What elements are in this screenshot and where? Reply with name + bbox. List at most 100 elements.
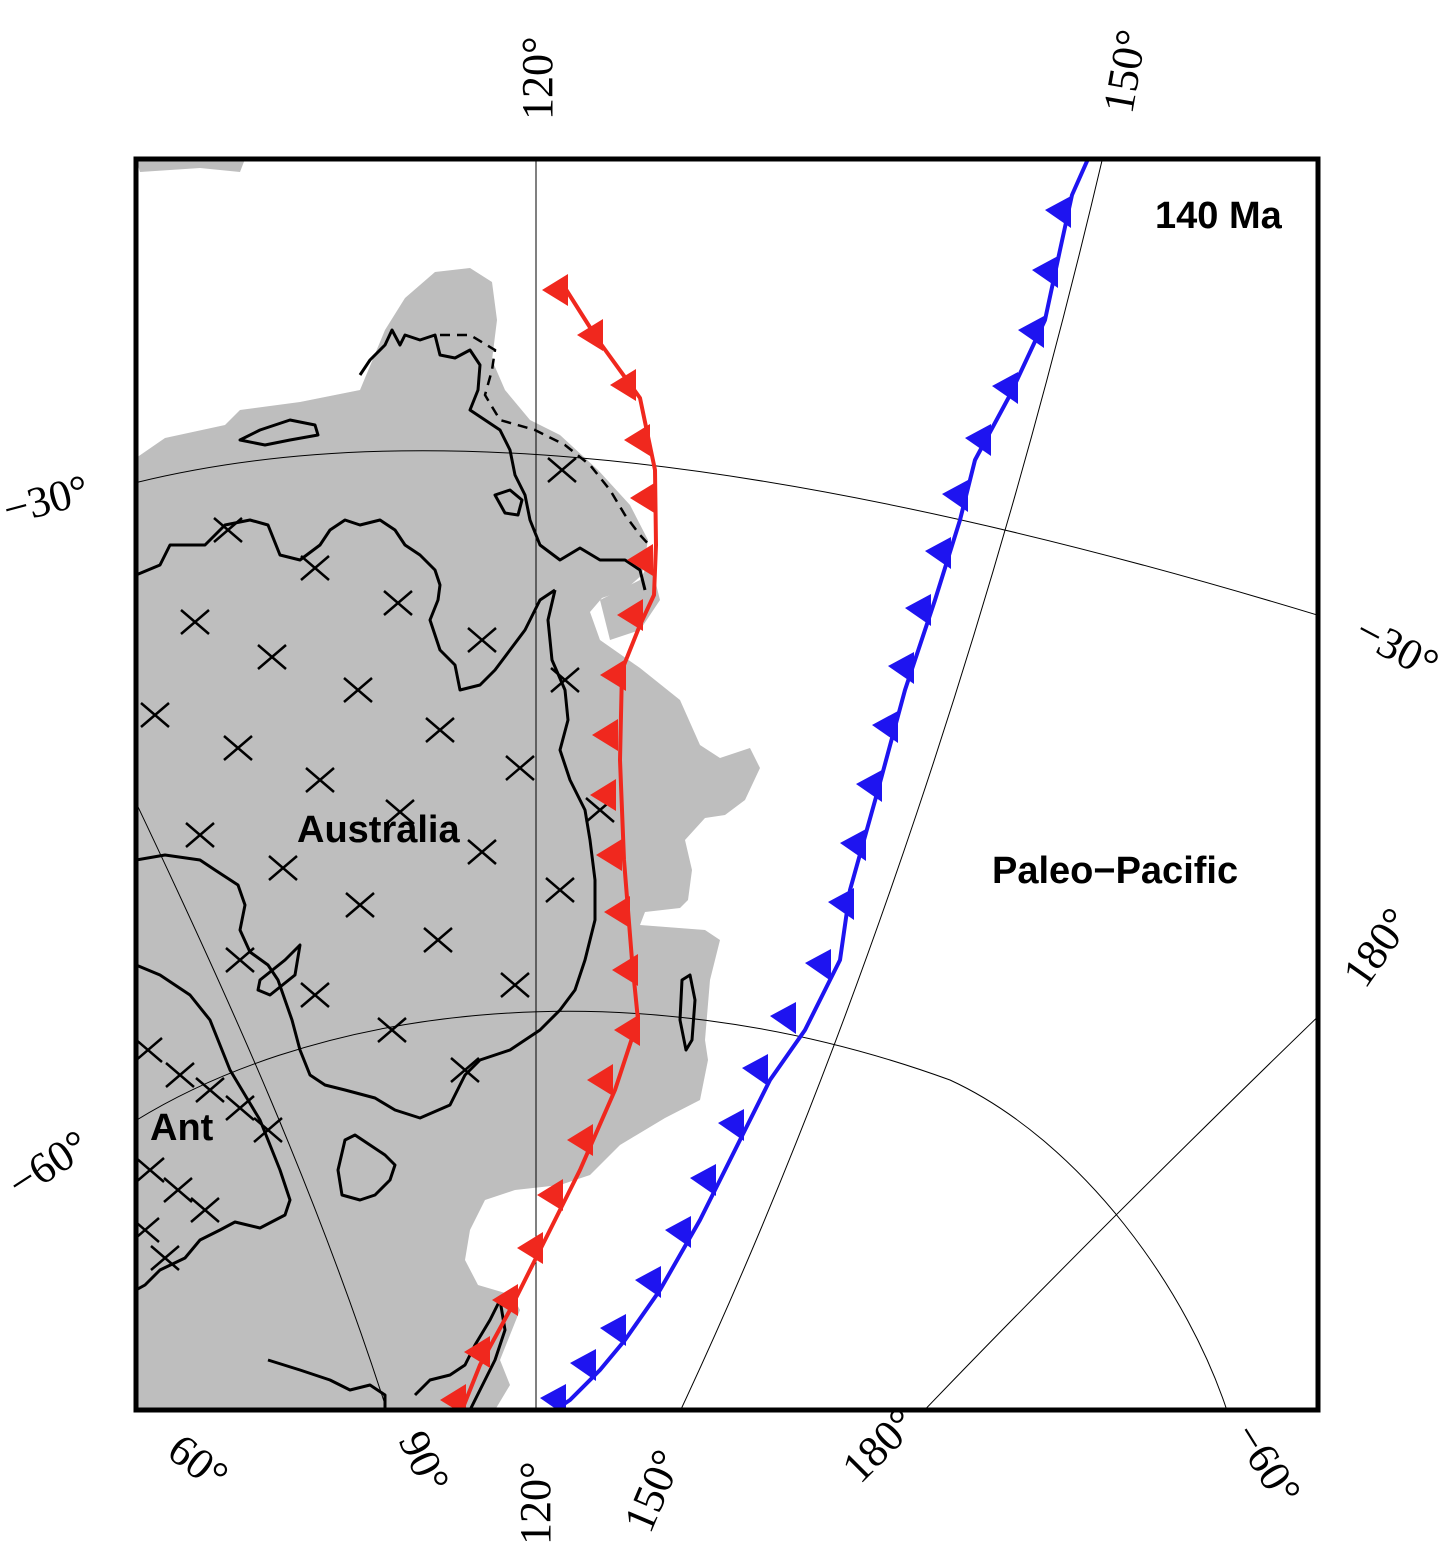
- coastline-australia-north: [136, 518, 556, 692]
- land-main: [136, 268, 760, 1410]
- cross-symbol: [377, 1017, 407, 1043]
- subduction-line-blue: [553, 159, 1090, 1410]
- tick-top-120: 120°: [513, 36, 562, 120]
- meridian-90: [136, 801, 388, 1410]
- subduction-tooth: [942, 480, 968, 512]
- cross-symbol: [225, 1095, 255, 1121]
- tick-bottom-90: 90°: [389, 1424, 459, 1501]
- cross-symbol: [225, 947, 255, 973]
- cross-symbol: [190, 1197, 220, 1223]
- coastline-north-island: [238, 418, 320, 447]
- subduction-tooth: [600, 1314, 626, 1346]
- cross-symbol: [423, 927, 453, 953]
- continental-landmass: [136, 159, 760, 1410]
- cross-symbol: [425, 717, 455, 743]
- map-frame: [133, 156, 1321, 1413]
- label-age: 140 Ma: [1155, 195, 1283, 237]
- cross-symbol: [185, 822, 215, 848]
- cross-symbol: [305, 767, 335, 793]
- cross-symbol: [300, 555, 330, 581]
- parallel-m60: [136, 1010, 1228, 1410]
- coastline-south-fragments-2: [413, 1298, 507, 1410]
- label-ant: Ant: [150, 1107, 214, 1149]
- cross-symbol: [268, 855, 298, 881]
- subduction-tooth: [464, 1336, 490, 1368]
- subduction-teeth-blue: [540, 196, 1071, 1410]
- cross-symbol: [383, 590, 413, 616]
- subduction-tooth: [635, 1266, 661, 1298]
- subduction-tooth: [596, 839, 622, 871]
- dashed-terrane-boundary: [440, 333, 653, 549]
- cross-symbol: [136, 1217, 160, 1243]
- subduction-tooth: [600, 659, 626, 691]
- graticule: [136, 159, 1318, 1410]
- cross-symbol: [467, 839, 497, 865]
- subduction-tooth: [690, 1164, 716, 1196]
- subduction-tooth: [1018, 316, 1044, 348]
- cross-symbol: [467, 627, 497, 653]
- subduction-tooth: [592, 719, 618, 751]
- subduction-tooth: [614, 1014, 640, 1046]
- subduction-tooth: [492, 1284, 518, 1316]
- subduction-tooth: [587, 1064, 613, 1096]
- cross-symbol: [450, 1057, 480, 1083]
- coastline-tasmania: [336, 1133, 397, 1202]
- coastline-ne-inlet: [493, 488, 524, 517]
- subduction-teeth-red: [440, 274, 656, 1410]
- cross-symbol: [180, 609, 210, 635]
- subduction-tooth: [1032, 256, 1058, 288]
- subduction-tooth: [517, 1232, 543, 1264]
- tick-bottom-120: 120°: [511, 1461, 560, 1545]
- subduction-tooth: [888, 652, 914, 684]
- cross-symbol: [385, 799, 415, 825]
- cross-symbol: [545, 877, 575, 903]
- cross-symbol: [136, 1157, 165, 1183]
- cross-symbol: [300, 982, 330, 1008]
- subduction-tooth: [718, 1109, 744, 1141]
- subduction-tooth: [542, 274, 568, 306]
- subduction-tooth: [577, 319, 603, 351]
- cross-symbol: [500, 972, 530, 998]
- subduction-tooth: [570, 1349, 596, 1381]
- cross-symbol: [136, 1037, 163, 1063]
- tick-bottom-m60: −60°: [1224, 1414, 1311, 1513]
- craton-cross-symbols: [136, 457, 615, 1271]
- subduction-tooth: [537, 1179, 563, 1211]
- subduction-tooth: [805, 949, 831, 981]
- cross-symbol: [345, 892, 375, 918]
- subduction-zone-red: [440, 274, 658, 1410]
- parallel-m30: [136, 450, 1318, 616]
- cross-symbol: [165, 1062, 195, 1088]
- cross-symbol: [547, 457, 577, 483]
- land-east-island: [600, 560, 660, 640]
- coastline-north-peninsula: [358, 328, 647, 591]
- cross-symbol: [505, 755, 535, 781]
- land-top-sliver: [136, 159, 245, 172]
- subduction-tooth: [630, 482, 656, 514]
- subduction-tooth: [540, 1384, 566, 1410]
- subduction-tooth: [617, 599, 643, 631]
- subduction-tooth: [925, 537, 951, 569]
- meridian-150: [680, 159, 1103, 1410]
- tick-left-m60: −60°: [0, 1120, 98, 1208]
- coastline-sw-inlet: [256, 943, 302, 997]
- tick-right-180: 180°: [1333, 899, 1421, 996]
- subduction-zone-blue: [540, 159, 1090, 1410]
- subduction-tooth: [610, 369, 636, 401]
- coastline-south-fragments: [267, 1358, 387, 1410]
- subduction-tooth: [567, 1124, 593, 1156]
- subduction-tooth: [856, 770, 882, 802]
- coastline-east-islet: [678, 973, 697, 1052]
- subduction-tooth: [840, 829, 866, 861]
- cross-symbol: [550, 667, 580, 693]
- subduction-tooth: [440, 1384, 466, 1410]
- label-australia: Australia: [297, 809, 460, 851]
- subduction-tooth: [965, 424, 991, 456]
- subduction-tooth: [627, 544, 653, 576]
- cross-symbol: [150, 1245, 180, 1271]
- coastline-ant: [136, 963, 292, 1292]
- cross-symbol: [223, 735, 253, 761]
- subduction-tooth: [590, 779, 616, 811]
- subduction-tooth: [828, 888, 854, 920]
